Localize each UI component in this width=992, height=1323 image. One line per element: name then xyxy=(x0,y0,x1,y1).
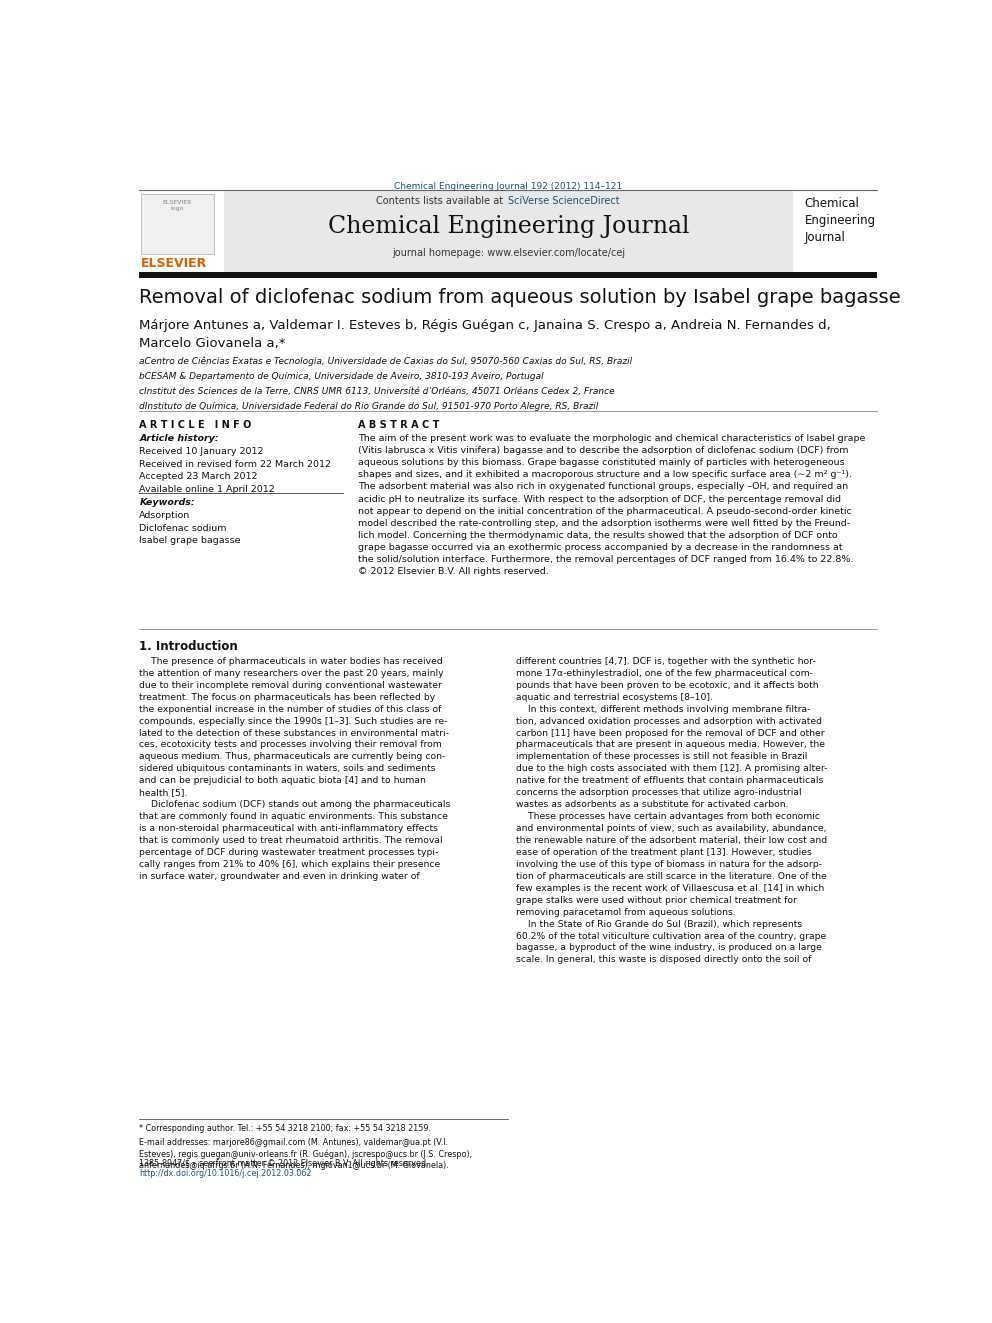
Text: The presence of pharmaceuticals in water bodies has received
the attention of ma: The presence of pharmaceuticals in water… xyxy=(139,658,450,881)
Text: journal homepage: www.elsevier.com/locate/cej: journal homepage: www.elsevier.com/locat… xyxy=(392,249,625,258)
Text: 1. Introduction: 1. Introduction xyxy=(139,639,238,652)
Text: E-mail addresses: marjore86@gmail.com (M. Antunes), valdemar@ua.pt (V.I.
Esteves: E-mail addresses: marjore86@gmail.com (M… xyxy=(139,1138,472,1171)
Text: http://dx.doi.org/10.1016/j.cej.2012.03.062: http://dx.doi.org/10.1016/j.cej.2012.03.… xyxy=(139,1170,311,1179)
Text: 1385-8947/$ – see front matter © 2012 Elsevier B.V. All rights reserved.: 1385-8947/$ – see front matter © 2012 El… xyxy=(139,1159,429,1168)
Text: cInstitut des Sciences de la Terre, CNRS UMR 6113, Université d’Orléans, 45071 O: cInstitut des Sciences de la Terre, CNRS… xyxy=(139,386,615,396)
Text: A B S T R A C T: A B S T R A C T xyxy=(358,419,439,430)
Text: Chemical Engineering Journal 192 (2012) 114–121: Chemical Engineering Journal 192 (2012) … xyxy=(395,181,622,191)
Text: Article history:: Article history: xyxy=(139,434,219,443)
Text: Received 10 January 2012
Received in revised form 22 March 2012
Accepted 23 Marc: Received 10 January 2012 Received in rev… xyxy=(139,447,331,493)
Text: different countries [4,7]. DCF is, together with the synthetic hor-
mone 17α-eth: different countries [4,7]. DCF is, toget… xyxy=(516,658,827,964)
FancyBboxPatch shape xyxy=(141,194,214,254)
Text: Marcelo Giovanela a,*: Marcelo Giovanela a,* xyxy=(139,337,286,351)
Text: Adsorption
Diclofenac sodium
Isabel grape bagasse: Adsorption Diclofenac sodium Isabel grap… xyxy=(139,511,241,545)
Text: Keywords:: Keywords: xyxy=(139,497,195,507)
Text: The aim of the present work was to evaluate the morphologic and chemical charact: The aim of the present work was to evalu… xyxy=(358,434,866,577)
FancyBboxPatch shape xyxy=(139,271,878,278)
Text: SciVerse ScienceDirect: SciVerse ScienceDirect xyxy=(509,196,620,206)
FancyBboxPatch shape xyxy=(224,192,793,271)
Text: Márjore Antunes a, Valdemar I. Esteves b, Régis Guégan c, Janaina S. Crespo a, A: Márjore Antunes a, Valdemar I. Esteves b… xyxy=(139,319,831,332)
Text: ELSEVIER: ELSEVIER xyxy=(141,257,207,270)
Text: Removal of diclofenac sodium from aqueous solution by Isabel grape bagasse: Removal of diclofenac sodium from aqueou… xyxy=(139,288,901,307)
Text: aCentro de Ciências Exatas e Tecnologia, Universidade de Caxias do Sul, 95070-56: aCentro de Ciências Exatas e Tecnologia,… xyxy=(139,356,633,366)
Text: * Corresponding author. Tel.: +55 54 3218 2100; fax: +55 54 3218 2159.: * Corresponding author. Tel.: +55 54 321… xyxy=(139,1125,432,1134)
Text: A R T I C L E   I N F O: A R T I C L E I N F O xyxy=(139,419,252,430)
Text: Chemical Engineering Journal: Chemical Engineering Journal xyxy=(327,214,689,238)
Text: Chemical
Engineering
Journal: Chemical Engineering Journal xyxy=(805,197,876,245)
Text: ELSEVIER
logo: ELSEVIER logo xyxy=(163,200,191,210)
Text: dInstituto de Química, Universidade Federal do Rio Grande do Sul, 91501-970 Port: dInstituto de Química, Universidade Fede… xyxy=(139,402,598,411)
Text: bCESAM & Departamento de Química, Universidade de Aveiro, 3810-193 Aveiro, Portu: bCESAM & Departamento de Química, Univer… xyxy=(139,372,544,381)
Text: Contents lists available at: Contents lists available at xyxy=(376,196,506,206)
